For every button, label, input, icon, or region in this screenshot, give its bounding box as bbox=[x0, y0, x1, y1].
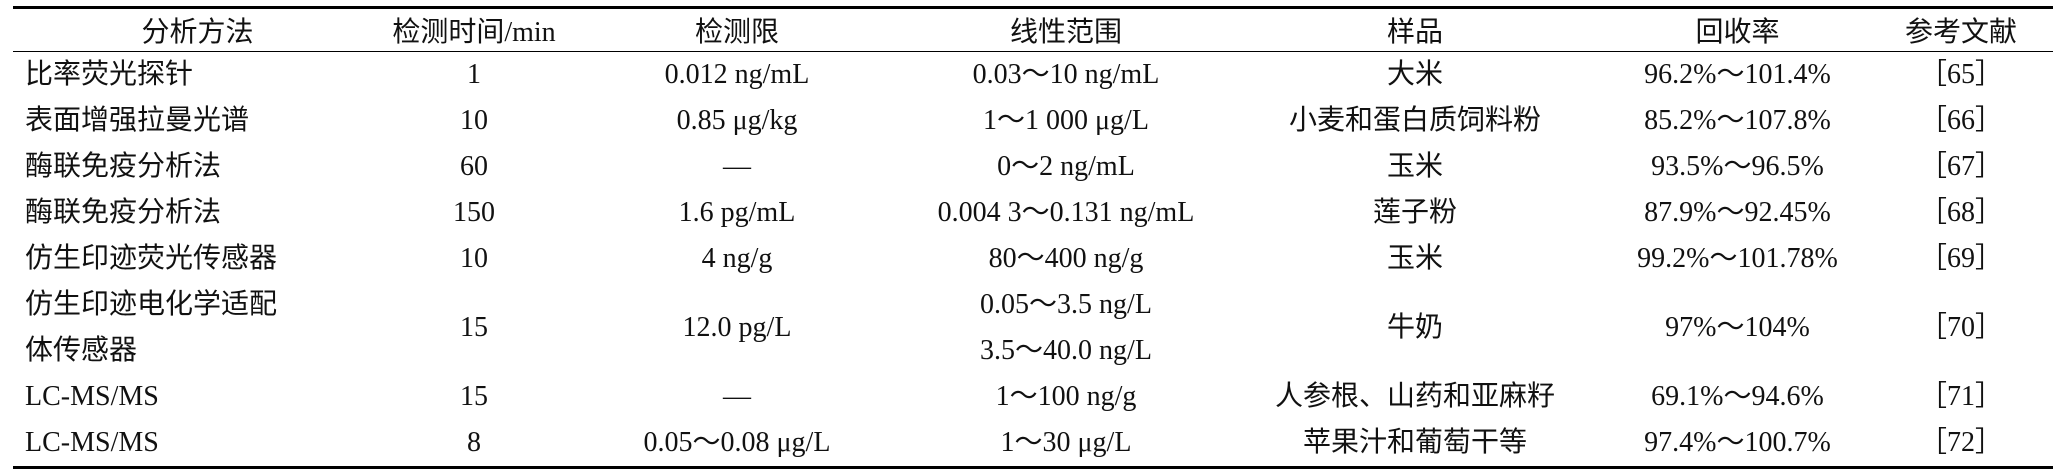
header-cell: 线性范围 bbox=[1009, 17, 1122, 48]
table-cell: 0.85 μg/kg bbox=[676, 105, 798, 136]
table-cell: 8 bbox=[467, 427, 481, 458]
header-cell: 回收率 bbox=[1695, 17, 1780, 48]
header-cell: 分析方法 bbox=[141, 17, 254, 48]
cell-line: 3.5～40.0 ng/L bbox=[980, 335, 1152, 366]
table-cell: 87.9%～92.45% bbox=[1644, 197, 1831, 228]
table-cell: LC-MS/MS bbox=[13, 420, 382, 468]
method-text: 酶联免疫分析法 bbox=[25, 151, 222, 182]
method-text: 仿生印迹荧光传感器 bbox=[25, 243, 278, 274]
method-text: 比率荧光探针 bbox=[25, 59, 194, 90]
table-row: 仿生印迹荧光传感器 10 4 ng/g 80～400 ng/g 玉米 99.2%～101.… bbox=[13, 236, 2053, 282]
table-cell: 97.4%～100.7% bbox=[1644, 427, 1831, 458]
table-cell: 0～2 ng/mL bbox=[997, 151, 1135, 182]
table-row: LC-MS/MS 15 — 1～100 ng/g 人参根、山药和亚麻籽 69.1%～94.… bbox=[13, 374, 2053, 420]
header-row: 分析方法 检测时间/min 检测限 线性范围 样品 回收率 参考文献 bbox=[13, 7, 2053, 52]
table-cell: ［66］ bbox=[1918, 105, 2003, 136]
table-cell: 4 ng/g bbox=[701, 243, 773, 274]
table-cell: 1 bbox=[467, 59, 481, 90]
table-cell: ［65］ bbox=[1918, 59, 2003, 90]
table-cell: 97%～104% bbox=[1665, 312, 1810, 343]
table-cell: 0.012 ng/mL bbox=[664, 59, 810, 90]
table-row: 仿生印迹电化学适配体传感器 15 12.0 pg/L 0.05～3.5 ng/L 3.5… bbox=[13, 282, 2053, 374]
table-row: LC-MS/MS 8 0.05～0.08 μg/L 1～30 μg/L 苹果汁和葡萄干等… bbox=[13, 420, 2053, 468]
method-text: 酶联免疫分析法 bbox=[25, 197, 222, 228]
table-cell: 酶联免疫分析法 bbox=[13, 144, 382, 190]
table-cell: 93.5%～96.5% bbox=[1651, 151, 1824, 182]
table-cell: 仿生印迹荧光传感器 bbox=[13, 236, 382, 282]
table-cell: — bbox=[723, 151, 751, 182]
data-table: 分析方法 检测时间/min 检测限 线性范围 样品 回收率 参考文献 比率荧光探针 1 0.01… bbox=[13, 6, 2053, 469]
method-text: LC-MS/MS bbox=[25, 381, 159, 412]
table-row: 酶联免疫分析法 60 — 0～2 ng/mL 玉米 93.5%～96.5% ［67］ bbox=[13, 144, 2053, 190]
table-cell: 69.1%～94.6% bbox=[1651, 381, 1824, 412]
header-cell: 参考文献 bbox=[1904, 17, 2017, 48]
table-cell: ［71］ bbox=[1918, 381, 2003, 412]
table-cell: 1～100 ng/g bbox=[995, 381, 1137, 412]
header-cell: 检测时间/min bbox=[392, 17, 556, 48]
table-cell: ［67］ bbox=[1918, 151, 2003, 182]
header-cell: 样品 bbox=[1386, 17, 1443, 48]
table-cell: 0.05～0.08 μg/L bbox=[643, 427, 831, 458]
table-cell: 表面增强拉曼光谱 bbox=[13, 98, 382, 144]
table-cell: 10 bbox=[460, 243, 488, 274]
method-text: 表面增强拉曼光谱 bbox=[25, 105, 250, 136]
table-cell: 酶联免疫分析法 bbox=[13, 190, 382, 236]
table-body: 比率荧光探针 1 0.012 ng/mL 0.03～10 ng/mL 大米 96.2%～1… bbox=[13, 52, 2053, 468]
table-cell: 比率荧光探针 bbox=[13, 52, 382, 99]
table-row: 表面增强拉曼光谱 10 0.85 μg/kg 1～1 000 μg/L 小麦和蛋白质饲料… bbox=[13, 98, 2053, 144]
table-cell: 小麦和蛋白质饲料粉 bbox=[1288, 105, 1541, 136]
table-row: 酶联免疫分析法 150 1.6 pg/mL 0.004 3～0.131 ng/mL 莲子… bbox=[13, 190, 2053, 236]
method-text: 仿生印迹电化学适配体传感器 bbox=[25, 289, 278, 366]
table-cell: — bbox=[723, 381, 751, 412]
table-cell: 10 bbox=[460, 105, 488, 136]
table-row: 比率荧光探针 1 0.012 ng/mL 0.03～10 ng/mL 大米 96.2%～1… bbox=[13, 52, 2053, 99]
cell-line: 0.05～3.5 ng/L bbox=[980, 289, 1152, 320]
table-cell: 仿生印迹电化学适配体传感器 bbox=[13, 282, 382, 374]
table-cell: 苹果汁和葡萄干等 bbox=[1302, 427, 1527, 458]
table-cell: 玉米 bbox=[1386, 151, 1443, 182]
table-cell: ［68］ bbox=[1918, 197, 2003, 228]
table-cell: LC-MS/MS bbox=[13, 374, 382, 420]
table-cell: 玉米 bbox=[1386, 243, 1443, 274]
table-cell: 15 bbox=[460, 381, 488, 412]
table-cell: 0.004 3～0.131 ng/mL bbox=[937, 197, 1195, 228]
table-cell: 1.6 pg/mL bbox=[678, 197, 796, 228]
table-cell: 80～400 ng/g bbox=[988, 243, 1144, 274]
table-cell: 60 bbox=[460, 151, 488, 182]
table-cell: 1～1 000 μg/L bbox=[983, 105, 1149, 136]
table-cell: 150 bbox=[453, 197, 495, 228]
table-cell: ［70］ bbox=[1918, 312, 2003, 343]
table-cell: 1～30 μg/L bbox=[1000, 427, 1132, 458]
method-text: LC-MS/MS bbox=[25, 427, 159, 458]
table-cell: 15 bbox=[460, 312, 488, 343]
table-cell: 99.2%～101.78% bbox=[1637, 243, 1838, 274]
table-cell: 85.2%～107.8% bbox=[1644, 105, 1831, 136]
table-cell: 12.0 pg/L bbox=[682, 312, 792, 343]
header-cell: 检测限 bbox=[694, 17, 779, 48]
table-cell: 96.2%～101.4% bbox=[1644, 59, 1831, 90]
table-cell: 人参根、山药和亚麻籽 bbox=[1274, 381, 1555, 412]
table-cell: ［69］ bbox=[1918, 243, 2003, 274]
table-cell: 0.05～3.5 ng/L 3.5～40.0 ng/L bbox=[908, 282, 1224, 374]
table-cell: ［72］ bbox=[1918, 427, 2003, 458]
table-cell: 牛奶 bbox=[1386, 312, 1443, 343]
table-cell: 大米 bbox=[1386, 59, 1443, 90]
table-cell: 0.03～10 ng/mL bbox=[972, 59, 1160, 90]
table-cell: 莲子粉 bbox=[1372, 197, 1457, 228]
